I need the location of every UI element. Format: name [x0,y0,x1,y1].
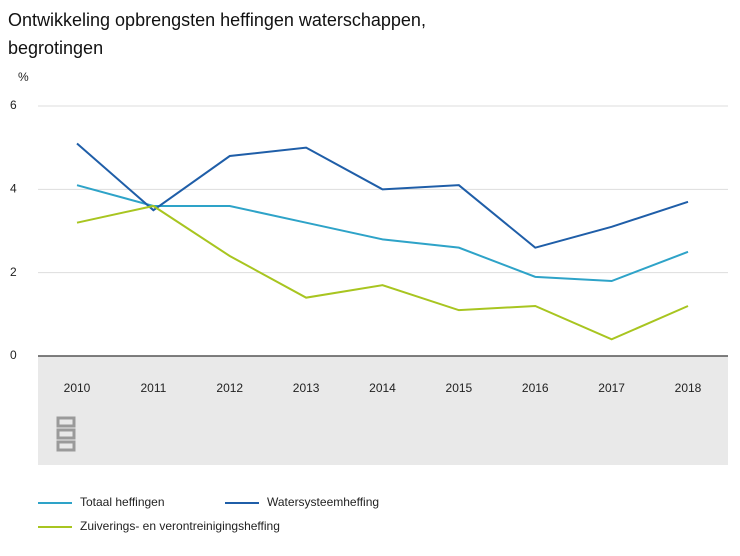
x-tick-label: 2011 [140,381,166,395]
legend-label: Zuiverings- en verontreinigingsheffing [80,519,280,533]
x-tick-label: 2010 [64,381,91,395]
y-tick-label: 2 [10,265,17,279]
x-tick-label: 2016 [522,381,549,395]
x-tick-label: 2018 [675,381,702,395]
legend-label: Watersysteemheffing [267,495,379,509]
y-tick-label: 4 [10,182,17,196]
x-tick-label: 2014 [369,381,396,395]
y-tick-label: 0 [10,348,17,362]
logo [56,416,76,452]
x-tick-label: 2017 [598,381,625,395]
y-axis-label: % [18,70,29,84]
x-tick-label: 2013 [293,381,320,395]
y-tick-label: 6 [10,98,17,112]
series-line [76,204,689,341]
chart-title: Ontwikkeling opbrengsten heffingen water… [8,10,426,58]
axis-band [38,356,728,465]
legend-label: Totaal heffingen [80,495,165,509]
x-tick-label: 2012 [216,381,243,395]
x-tick-label: 2015 [446,381,473,395]
series-line [76,142,689,249]
series-line [76,184,689,283]
